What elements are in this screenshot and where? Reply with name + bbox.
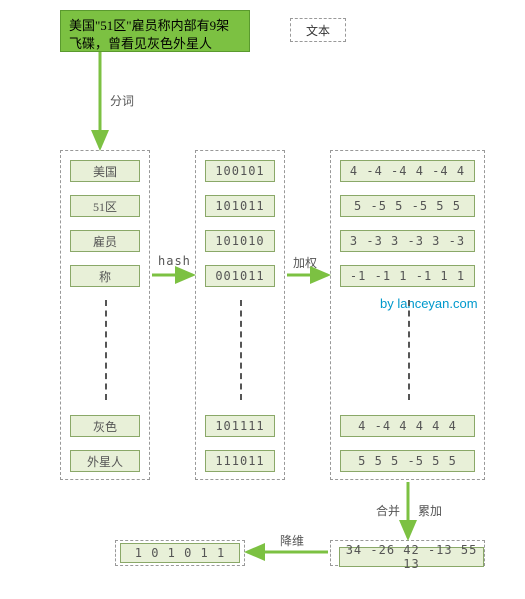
col1-item: 雇员 — [70, 230, 140, 252]
col3-item: 4 -4 4 4 4 4 — [340, 415, 475, 437]
col3-item: 3 -3 3 -3 3 -3 — [340, 230, 475, 252]
arrow-seg — [0, 0, 525, 599]
col1-item: 外星人 — [70, 450, 140, 472]
col2-item: 111011 — [205, 450, 275, 472]
col3-item: 4 -4 -4 4 -4 4 — [340, 160, 475, 182]
col3-item: 5 -5 5 -5 5 5 — [340, 195, 475, 217]
col3-ellipsis — [408, 300, 410, 400]
col1-item: 称 — [70, 265, 140, 287]
col2-ellipsis — [240, 300, 242, 400]
col2-item: 100101 — [205, 160, 275, 182]
col1-item: 灰色 — [70, 415, 140, 437]
col1-item: 51区 — [70, 195, 140, 217]
col1-item: 美国 — [70, 160, 140, 182]
col2-item: 101010 — [205, 230, 275, 252]
col2-item: 101111 — [205, 415, 275, 437]
col2-item: 101011 — [205, 195, 275, 217]
col2-item: 001011 — [205, 265, 275, 287]
col1-ellipsis — [105, 300, 107, 400]
col3-item: -1 -1 1 -1 1 1 — [340, 265, 475, 287]
col3-item: 5 5 5 -5 5 5 — [340, 450, 475, 472]
